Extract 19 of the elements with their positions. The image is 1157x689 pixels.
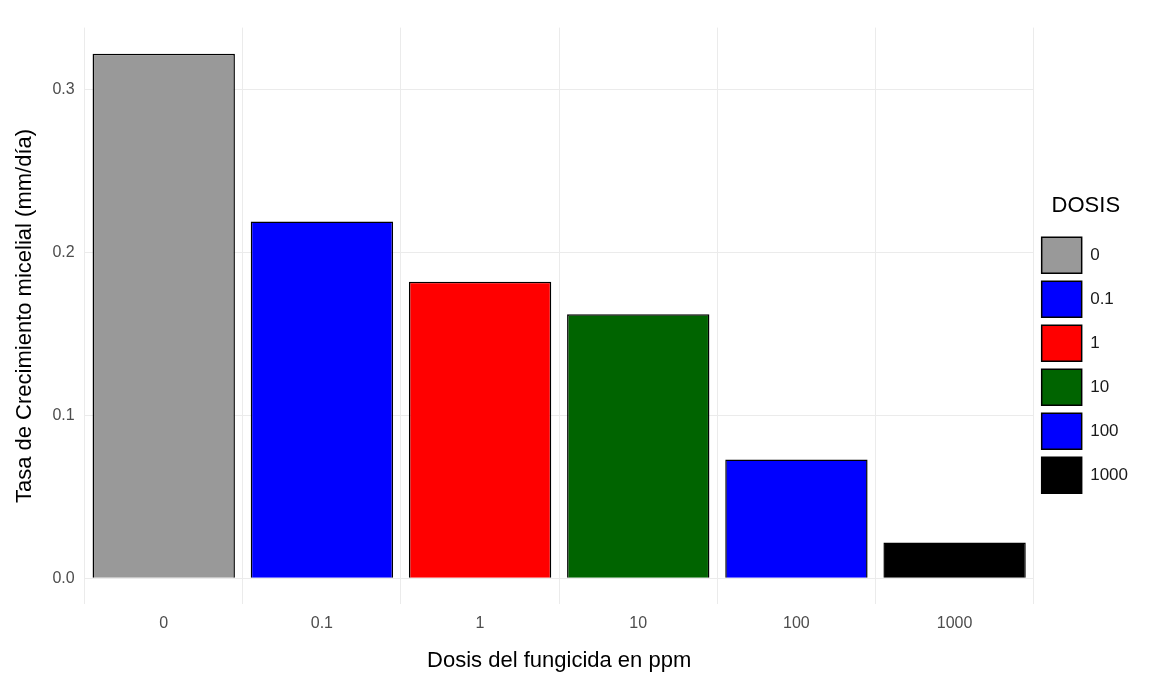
legend-label: 1	[1090, 332, 1100, 352]
legend-label: 0	[1090, 244, 1100, 264]
x-axis-title: Dosis del fungicida en ppm	[427, 646, 692, 672]
legend-label: 10	[1090, 376, 1110, 396]
y-tick-label: 0.0	[52, 568, 75, 586]
y-axis-title: Tasa de Crecimiento micelial (mm/día)	[11, 128, 37, 504]
legend-label: 100	[1090, 420, 1119, 440]
x-tick-label: 100	[783, 614, 810, 632]
y-tick-label: 0.1	[52, 405, 75, 423]
legend-label: 0.1	[1090, 288, 1114, 308]
x-tick-label: 1	[475, 614, 485, 632]
x-tick-label: 0.1	[310, 614, 334, 632]
x-tick-label: 10	[629, 614, 648, 632]
legend-title: DOSIS	[1051, 191, 1121, 217]
y-tick-label: 0.3	[52, 79, 75, 97]
x-tick-label: 0	[159, 614, 169, 632]
y-tick-label: 0.2	[52, 242, 75, 260]
x-tick-label: 1000	[936, 614, 973, 632]
legend-label: 1000	[1090, 464, 1129, 484]
